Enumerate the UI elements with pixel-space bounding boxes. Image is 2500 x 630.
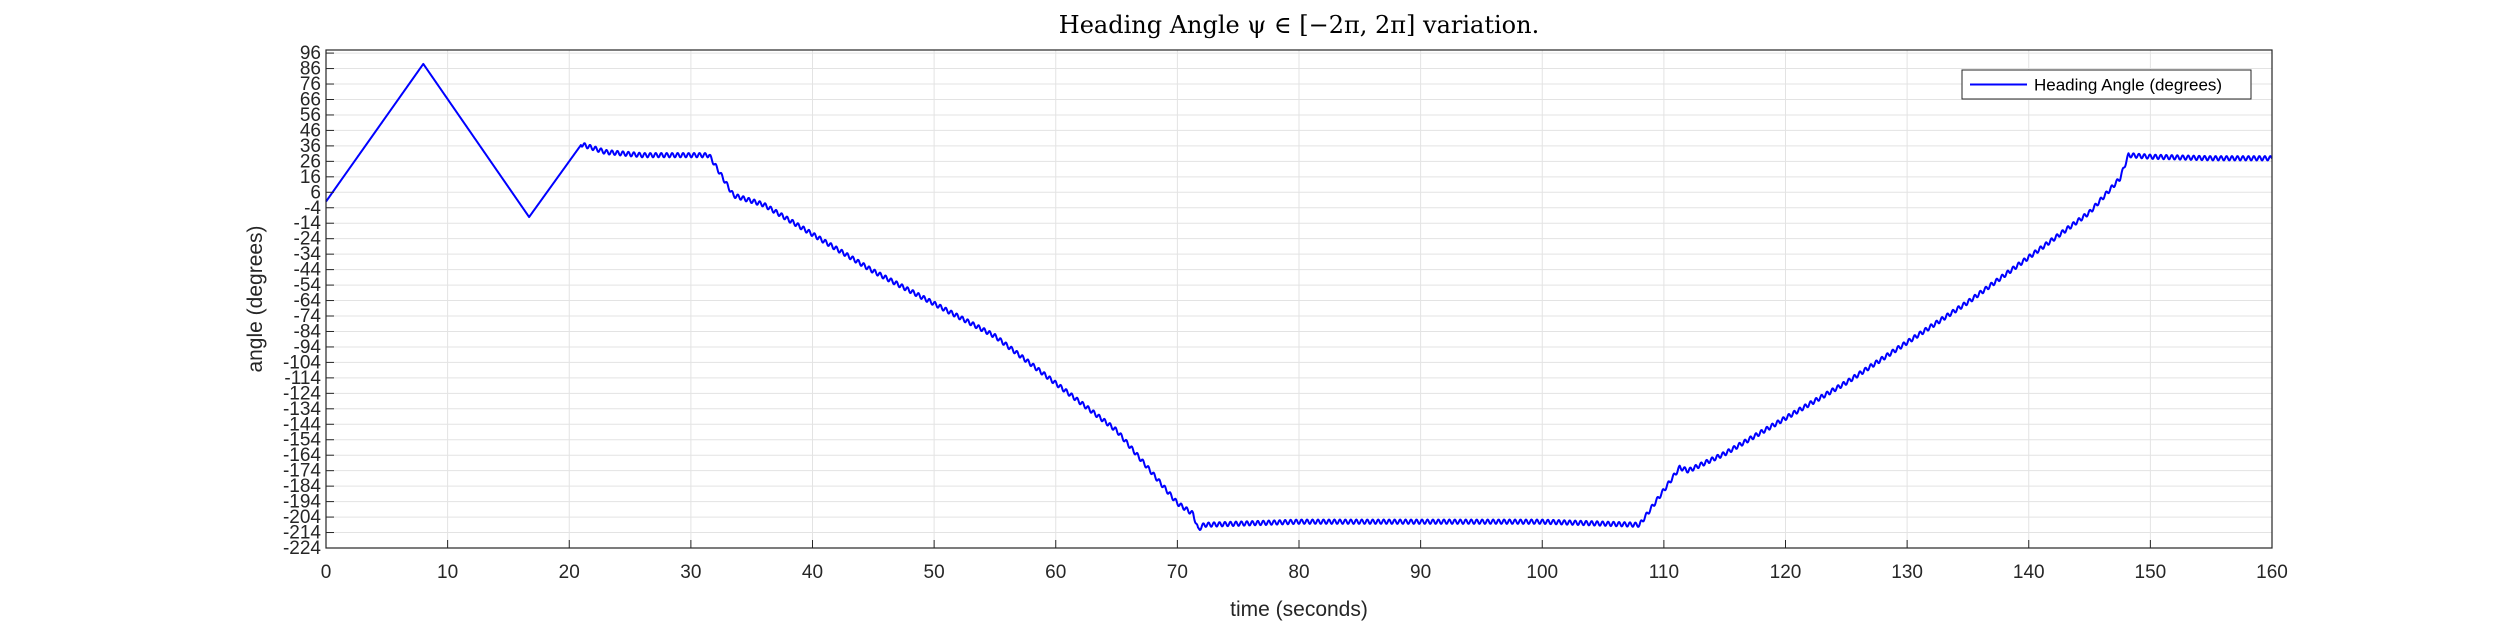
- x-tick-label: 40: [802, 562, 823, 583]
- y-tick-label: -64: [294, 291, 322, 312]
- x-tick-label: 90: [1410, 562, 1431, 583]
- data-series: [325, 62, 2273, 531]
- y-tick-label: 86: [300, 59, 321, 80]
- x-tick-label: 20: [559, 562, 580, 583]
- x-tick-label: 110: [1649, 562, 1679, 583]
- x-tick-label: 50: [924, 562, 945, 583]
- y-tick-label: 46: [300, 120, 321, 141]
- chart-title: Heading Angle ψ ∈ [−2π, 2π] variation.: [1059, 11, 1539, 39]
- y-tick-label: -104: [283, 352, 321, 373]
- y-tick-label: -24: [294, 229, 322, 250]
- y-tick-label: -184: [283, 476, 321, 497]
- y-tick-label: 96: [300, 43, 321, 64]
- y-axis-label: angle (degrees): [244, 225, 267, 372]
- x-tick-label: 130: [1891, 562, 1923, 583]
- y-tick-label: -34: [294, 244, 322, 265]
- y-tick-label: 36: [300, 136, 321, 157]
- x-tick-label: 120: [1770, 562, 1802, 583]
- x-tick-label: 80: [1288, 562, 1309, 583]
- y-tick-label: -134: [283, 399, 321, 420]
- y-tick-label: -214: [283, 523, 321, 544]
- x-tick-label: 140: [2013, 562, 2045, 583]
- grid-lines: [325, 50, 2273, 549]
- y-tick-label: -194: [283, 492, 321, 513]
- y-tick-label: -44: [294, 260, 322, 281]
- legend-entry-label: Heading Angle (degrees): [2034, 76, 2222, 95]
- y-tick-label: -224: [283, 538, 321, 559]
- y-tick-label: -164: [283, 445, 321, 466]
- x-tick-label: 10: [437, 562, 458, 583]
- y-tick-label: 66: [300, 89, 321, 110]
- y-tick-label: -124: [283, 383, 321, 404]
- x-tick-label: 70: [1167, 562, 1188, 583]
- y-tick-label: 26: [300, 151, 321, 172]
- y-tick-label: -74: [294, 306, 322, 327]
- x-tick-label: 100: [1526, 562, 1558, 583]
- x-tick-label: 30: [680, 562, 701, 583]
- y-tick-label: -204: [283, 507, 321, 528]
- y-tick-label: -154: [283, 430, 321, 451]
- y-tick-label: -94: [294, 337, 322, 358]
- x-tick-label: 60: [1045, 562, 1066, 583]
- y-tick-label: -84: [294, 321, 322, 342]
- y-tick-label: -144: [283, 414, 321, 435]
- y-tick-label: -174: [283, 461, 321, 482]
- legend: Heading Angle (degrees): [1961, 69, 2252, 100]
- y-tick-label: -14: [294, 213, 322, 234]
- y-tick-label: -54: [294, 275, 322, 296]
- y-tick-label: 6: [310, 182, 321, 203]
- y-tick-label: -114: [284, 368, 321, 389]
- heading-angle-line: [325, 62, 2273, 531]
- y-tick-label: 76: [300, 74, 321, 95]
- x-tick-label: 150: [2135, 562, 2167, 583]
- x-tick-label: 0: [321, 562, 332, 583]
- y-tick-label: 56: [300, 105, 321, 126]
- x-tick-label: 160: [2256, 562, 2288, 583]
- x-axis-label: time (seconds): [1230, 598, 1368, 621]
- y-tick-label: -4: [304, 198, 321, 219]
- axis-ticks: 0 10 20 30 40 50 60 70 80 90 100 110 120 130 140 150 160…: [283, 43, 2288, 583]
- y-tick-label: 16: [300, 167, 321, 188]
